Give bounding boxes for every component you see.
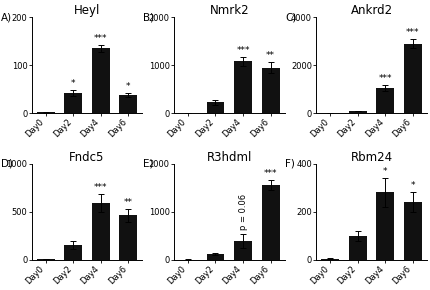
- Title: R3hdml: R3hdml: [206, 151, 252, 164]
- Bar: [375, 192, 393, 260]
- Text: p = 0.06: p = 0.06: [238, 194, 247, 230]
- Text: ***: ***: [378, 74, 391, 83]
- Bar: [348, 111, 366, 113]
- Text: ***: ***: [263, 169, 276, 178]
- Bar: [261, 68, 279, 113]
- Title: Rbm24: Rbm24: [350, 151, 392, 164]
- Text: E): E): [143, 159, 153, 169]
- Text: *: *: [71, 79, 75, 88]
- Bar: [37, 259, 55, 260]
- Text: ***: ***: [94, 34, 107, 43]
- Bar: [403, 44, 421, 113]
- Title: Ankrd2: Ankrd2: [350, 4, 392, 17]
- Bar: [320, 259, 338, 260]
- Title: Fndc5: Fndc5: [69, 151, 104, 164]
- Text: B): B): [143, 12, 154, 22]
- Text: ***: ***: [405, 28, 419, 37]
- Title: Nmrk2: Nmrk2: [209, 4, 249, 17]
- Text: A): A): [1, 12, 12, 22]
- Bar: [119, 215, 137, 260]
- Bar: [92, 48, 110, 113]
- Bar: [233, 241, 252, 260]
- Text: C): C): [285, 12, 296, 22]
- Text: *: *: [382, 167, 387, 176]
- Text: **: **: [265, 51, 274, 60]
- Bar: [233, 61, 252, 113]
- Bar: [403, 202, 421, 260]
- Bar: [375, 88, 393, 113]
- Text: *: *: [126, 82, 130, 91]
- Text: ***: ***: [94, 183, 107, 192]
- Bar: [206, 102, 224, 113]
- Text: ***: ***: [236, 46, 249, 55]
- Bar: [206, 254, 224, 260]
- Bar: [64, 93, 82, 113]
- Text: F): F): [285, 159, 295, 169]
- Bar: [92, 203, 110, 260]
- Bar: [261, 185, 279, 260]
- Text: *: *: [410, 182, 414, 191]
- Title: Heyl: Heyl: [74, 4, 100, 17]
- Bar: [119, 95, 137, 113]
- Bar: [64, 245, 82, 260]
- Bar: [348, 236, 366, 260]
- Text: D): D): [1, 159, 12, 169]
- Text: **: **: [123, 198, 132, 207]
